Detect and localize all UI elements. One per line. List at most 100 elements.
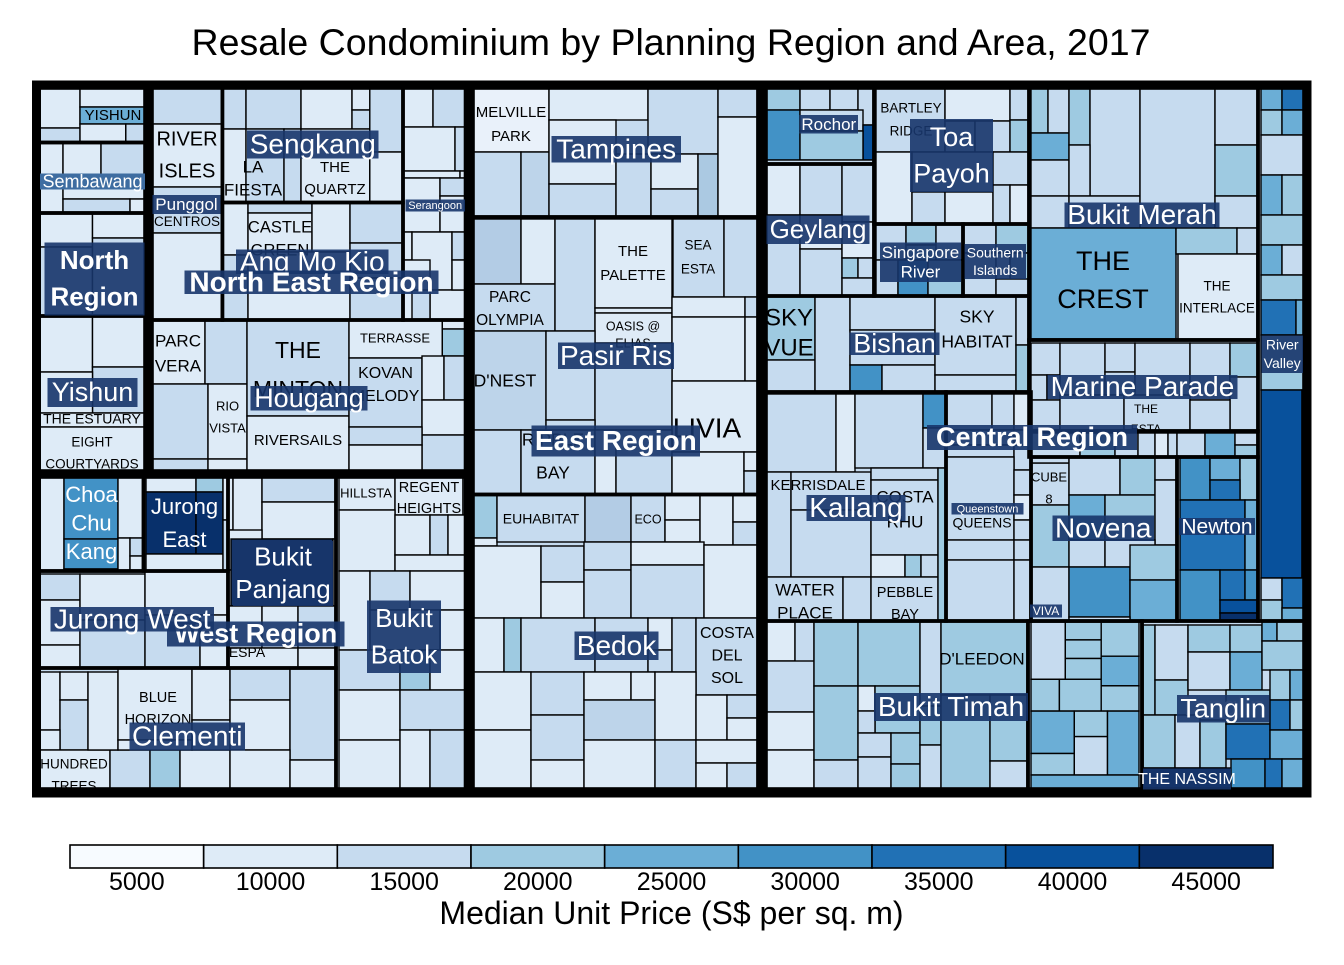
svg-text:Rochor: Rochor [801, 115, 856, 134]
svg-text:SEA: SEA [684, 238, 711, 253]
svg-text:8: 8 [1045, 491, 1052, 506]
svg-text:THE ESTUARY: THE ESTUARY [43, 411, 141, 427]
svg-text:Sengkang: Sengkang [250, 129, 376, 160]
svg-text:PARC: PARC [489, 289, 531, 306]
svg-text:HUNDRED: HUNDRED [40, 757, 108, 772]
svg-text:Central Region: Central Region [936, 422, 1128, 452]
svg-text:THE: THE [618, 243, 648, 260]
svg-text:RIVERSAILS: RIVERSAILS [254, 432, 342, 449]
svg-text:CUBE: CUBE [1031, 469, 1067, 484]
svg-text:PEBBLE: PEBBLE [877, 585, 934, 601]
svg-text:40000: 40000 [1038, 868, 1108, 896]
svg-text:Jurong: Jurong [151, 494, 218, 519]
svg-text:Jurong West: Jurong West [54, 603, 211, 634]
svg-text:DEL: DEL [711, 648, 742, 665]
svg-text:Hougang: Hougang [254, 383, 364, 413]
svg-text:Geylang: Geylang [770, 214, 867, 244]
svg-text:PARK: PARK [491, 128, 531, 145]
svg-text:OLYMPIA: OLYMPIA [476, 312, 544, 329]
svg-text:D'NEST: D'NEST [474, 371, 537, 391]
svg-text:SKY: SKY [959, 307, 994, 327]
svg-text:FIESTA: FIESTA [224, 180, 283, 199]
svg-text:10000: 10000 [236, 868, 306, 896]
svg-text:BAY: BAY [536, 463, 570, 483]
svg-text:Southern: Southern [967, 244, 1024, 260]
svg-text:EUHABITAT: EUHABITAT [503, 511, 580, 527]
svg-text:Bishan: Bishan [853, 329, 936, 359]
svg-text:SOL: SOL [711, 670, 743, 687]
svg-text:Panjang: Panjang [235, 574, 330, 604]
svg-text:Bukit Merah: Bukit Merah [1067, 199, 1216, 230]
svg-text:Novena: Novena [1055, 512, 1152, 543]
svg-text:Sembawang: Sembawang [42, 171, 142, 191]
svg-text:20000: 20000 [503, 868, 573, 896]
svg-text:Tampines: Tampines [556, 133, 676, 164]
svg-text:ESTA: ESTA [681, 262, 715, 277]
svg-text:Marine Parade: Marine Parade [1051, 371, 1235, 402]
svg-text:15000: 15000 [369, 868, 439, 896]
svg-text:THE: THE [1076, 246, 1130, 276]
svg-text:QUEENS: QUEENS [952, 515, 1011, 531]
svg-text:Region: Region [50, 282, 138, 312]
svg-text:TERRASSE: TERRASSE [360, 330, 430, 345]
svg-text:MELVILLE: MELVILLE [476, 104, 547, 121]
svg-text:HABITAT: HABITAT [941, 332, 1013, 352]
svg-text:BARTLEY: BARTLEY [880, 101, 941, 116]
svg-text:Bukit: Bukit [375, 603, 434, 633]
svg-text:CASTLE: CASTLE [248, 218, 312, 236]
svg-text:Kang: Kang [66, 539, 117, 564]
svg-text:Newton: Newton [1181, 515, 1252, 538]
svg-text:Queenstown: Queenstown [957, 503, 1019, 515]
svg-text:D'LEEDON: D'LEEDON [939, 649, 1024, 668]
svg-text:Yishun: Yishun [52, 377, 134, 407]
svg-text:Payoh: Payoh [913, 159, 990, 189]
svg-text:THE: THE [275, 337, 321, 363]
svg-text:Kallang: Kallang [809, 492, 902, 523]
svg-text:Punggol: Punggol [155, 195, 217, 214]
svg-text:KERRISDALE: KERRISDALE [770, 477, 865, 494]
svg-text:VISTA: VISTA [209, 420, 246, 435]
svg-text:COURTYARDS: COURTYARDS [45, 457, 138, 472]
svg-text:Valley: Valley [1264, 355, 1301, 371]
svg-text:River: River [1266, 336, 1299, 352]
svg-text:Islands: Islands [973, 262, 1017, 278]
svg-text:Pasir Ris: Pasir Ris [560, 340, 672, 371]
svg-text:North: North [60, 245, 129, 275]
svg-text:QUARTZ: QUARTZ [304, 181, 365, 198]
svg-text:Resale Condominium by Planning: Resale Condominium by Planning Region an… [192, 21, 1151, 63]
svg-text:PLACE: PLACE [777, 603, 833, 622]
svg-text:ISLES: ISLES [159, 160, 216, 182]
svg-text:ESTA: ESTA [1131, 422, 1161, 436]
svg-text:Choa: Choa [65, 482, 118, 507]
svg-text:25000: 25000 [637, 868, 707, 896]
svg-text:ECO: ECO [634, 512, 661, 526]
svg-text:KOVAN: KOVAN [358, 365, 413, 382]
svg-text:Toa: Toa [930, 122, 975, 152]
svg-text:Bukit: Bukit [254, 542, 313, 572]
svg-text:5000: 5000 [109, 868, 165, 896]
svg-text:Singapore: Singapore [882, 243, 960, 262]
svg-text:ESPA: ESPA [229, 644, 266, 660]
svg-text:BLUE: BLUE [139, 690, 177, 706]
svg-text:OASIS @: OASIS @ [606, 319, 660, 333]
svg-text:THE: THE [1204, 279, 1231, 294]
svg-text:RIO: RIO [216, 398, 239, 413]
svg-text:BAY: BAY [891, 607, 919, 623]
svg-text:Median Unit Price (S$ per sq.: Median Unit Price (S$ per sq. m) [439, 895, 903, 931]
svg-text:LA: LA [243, 157, 264, 176]
svg-text:30000: 30000 [770, 868, 840, 896]
svg-text:PARC: PARC [155, 331, 201, 350]
svg-text:45000: 45000 [1171, 868, 1241, 896]
svg-text:Tanglin: Tanglin [1180, 694, 1266, 724]
svg-text:HEIGHTS: HEIGHTS [397, 501, 461, 517]
svg-text:North East Region: North East Region [189, 266, 433, 297]
svg-text:CREST: CREST [1057, 284, 1149, 314]
svg-text:TREES: TREES [51, 779, 96, 794]
svg-text:RIVER: RIVER [156, 128, 217, 150]
svg-text:VUE: VUE [764, 334, 813, 361]
svg-text:Batok: Batok [371, 639, 438, 669]
svg-text:THE NASSIM: THE NASSIM [1138, 771, 1236, 788]
svg-text:Chu: Chu [71, 510, 111, 535]
svg-text:CENTROS: CENTROS [154, 214, 220, 229]
svg-text:YISHUN: YISHUN [85, 107, 142, 124]
